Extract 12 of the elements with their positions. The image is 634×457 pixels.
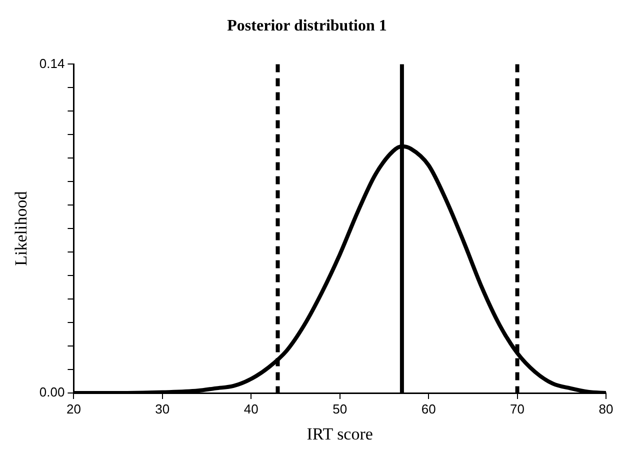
y-axis-title: Likelihood [12,190,31,266]
x-tick-label: 50 [332,401,348,416]
y-tick-label: 0.00 [39,384,65,400]
x-tick-label: 80 [598,401,614,416]
x-tick-label: 30 [155,401,170,416]
x-tick-label: 60 [421,401,436,416]
x-tick-label: 40 [244,401,258,416]
chart-title: Posterior distribution 1 [227,18,387,35]
x-tick-label: 20 [66,401,81,416]
x-tick-label: 70 [510,401,525,416]
x-axis-title: IRT score [306,424,373,444]
y-tick-label: 0.14 [39,56,65,71]
